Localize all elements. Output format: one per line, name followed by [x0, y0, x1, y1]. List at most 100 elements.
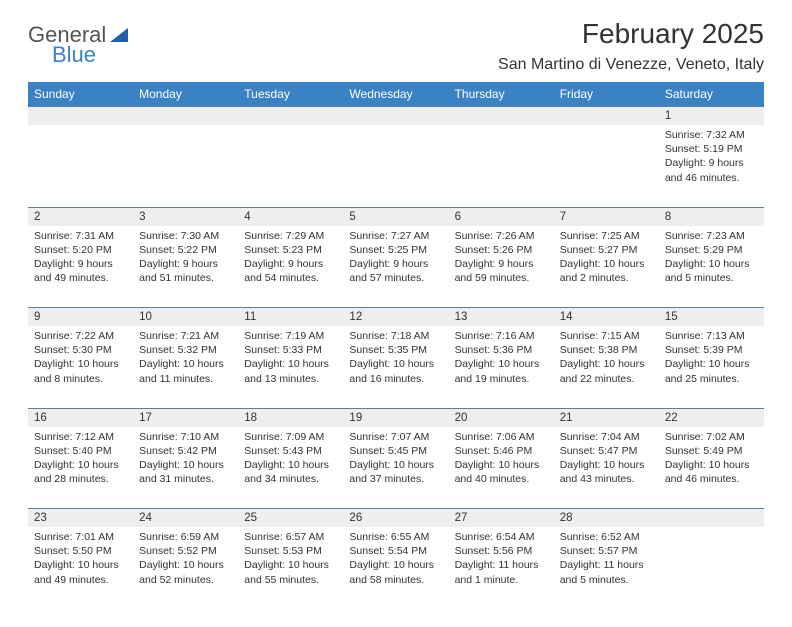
day-number-cell: [238, 107, 343, 126]
daylight-text: Daylight: 9 hours and 46 minutes.: [665, 156, 758, 184]
weekday-row: Sunday Monday Tuesday Wednesday Thursday…: [28, 82, 764, 107]
daynum-row: 1: [28, 107, 764, 126]
content-row: Sunrise: 7:32 AMSunset: 5:19 PMDaylight:…: [28, 125, 764, 207]
sunrise-text: Sunrise: 7:27 AM: [349, 229, 442, 243]
logo-text: General Blue: [28, 24, 106, 66]
sunrise-text: Sunrise: 6:52 AM: [560, 530, 653, 544]
day-content-cell: [554, 125, 659, 207]
sunrise-text: Sunrise: 7:30 AM: [139, 229, 232, 243]
weekday-header: Monday: [133, 82, 238, 107]
day-number-cell: 14: [554, 308, 659, 327]
day-number-cell: 11: [238, 308, 343, 327]
day-number-cell: 7: [554, 207, 659, 226]
content-row: Sunrise: 7:22 AMSunset: 5:30 PM Daylight:…: [28, 326, 764, 408]
day-content-cell: Sunrise: 7:25 AMSunset: 5:27 PMDaylight:…: [554, 226, 659, 308]
daylight-text: Daylight: 10 hours and 52 minutes.: [139, 558, 232, 586]
day-number-cell: 5: [343, 207, 448, 226]
day-number-cell: 3: [133, 207, 238, 226]
sunrise-text: Sunrise: 7:16 AM: [455, 329, 548, 343]
day-content-cell: Sunrise: 7:26 AMSunset: 5:26 PMDaylight:…: [449, 226, 554, 308]
daylight-text: Daylight: 10 hours and 11 minutes.: [139, 357, 232, 385]
weekday-header: Wednesday: [343, 82, 448, 107]
sunrise-text: Sunrise: 7:31 AM: [34, 229, 127, 243]
daylight-text: Daylight: 10 hours and 34 minutes.: [244, 458, 337, 486]
sunset-text: Sunset: 5:25 PM: [349, 243, 442, 257]
day-number-cell: 27: [449, 509, 554, 528]
daylight-text: Daylight: 10 hours and 58 minutes.: [349, 558, 442, 586]
content-row: Sunrise: 7:01 AMSunset: 5:50 PMDaylight:…: [28, 527, 764, 609]
daylight-text: Daylight: 9 hours and 49 minutes.: [34, 257, 127, 285]
sunrise-text: Sunrise: 7:21 AM: [139, 329, 232, 343]
day-content-cell: Sunrise: 7:02 AMSunset: 5:49 PMDaylight:…: [659, 427, 764, 509]
day-content-cell: Sunrise: 6:54 AMSunset: 5:56 PMDaylight:…: [449, 527, 554, 609]
day-number-cell: 17: [133, 408, 238, 427]
daylight-text: Daylight: 10 hours and 49 minutes.: [34, 558, 127, 586]
sunset-text: Sunset: 5:54 PM: [349, 544, 442, 558]
day-number-cell: [659, 509, 764, 528]
sunrise-text: Sunrise: 7:19 AM: [244, 329, 337, 343]
sunset-text: Sunset: 5:35 PM: [349, 343, 442, 357]
logo: General Blue: [28, 18, 128, 66]
sunset-text: Sunset: 5:26 PM: [455, 243, 548, 257]
daynum-row: 16171819202122: [28, 408, 764, 427]
day-content-cell: Sunrise: 6:59 AMSunset: 5:52 PMDaylight:…: [133, 527, 238, 609]
sunset-text: Sunset: 5:20 PM: [34, 243, 127, 257]
day-content-cell: Sunrise: 7:12 AMSunset: 5:40 PMDaylight:…: [28, 427, 133, 509]
sunset-text: Sunset: 5:27 PM: [560, 243, 653, 257]
daylight-text: Daylight: 10 hours and 19 minutes.: [455, 357, 548, 385]
day-number-cell: [133, 107, 238, 126]
day-number-cell: 28: [554, 509, 659, 528]
daynum-row: 9101112131415: [28, 308, 764, 327]
sunset-text: Sunset: 5:23 PM: [244, 243, 337, 257]
day-number-cell: 18: [238, 408, 343, 427]
day-number-cell: 16: [28, 408, 133, 427]
sunset-text: Sunset: 5:30 PM: [34, 343, 127, 357]
sunset-text: Sunset: 5:33 PM: [244, 343, 337, 357]
daylight-text: Daylight: 9 hours and 57 minutes.: [349, 257, 442, 285]
day-content-cell: Sunrise: 6:55 AMSunset: 5:54 PMDaylight:…: [343, 527, 448, 609]
day-content-cell: Sunrise: 7:07 AMSunset: 5:45 PMDaylight:…: [343, 427, 448, 509]
day-content-cell: Sunrise: 7:22 AMSunset: 5:30 PMDaylight:…: [28, 326, 133, 408]
content-row: Sunrise: 7:31 AMSunset: 5:20 PMDaylight:…: [28, 226, 764, 308]
day-number-cell: 2: [28, 207, 133, 226]
daylight-text: Daylight: 10 hours and 40 minutes.: [455, 458, 548, 486]
logo-triangle-icon: [110, 28, 128, 42]
sunrise-text: Sunrise: 7:29 AM: [244, 229, 337, 243]
day-content-cell: Sunrise: 7:30 AMSunset: 5:22 PMDaylight:…: [133, 226, 238, 308]
day-content-cell: Sunrise: 7:06 AMSunset: 5:46 PMDaylight:…: [449, 427, 554, 509]
logo-line2: Blue: [52, 44, 106, 66]
daylight-text: Daylight: 10 hours and 16 minutes.: [349, 357, 442, 385]
daylight-text: Daylight: 10 hours and 43 minutes.: [560, 458, 653, 486]
sunrise-text: Sunrise: 7:22 AM: [34, 329, 127, 343]
daylight-text: Daylight: 10 hours and 5 minutes.: [665, 257, 758, 285]
day-content-cell: [133, 125, 238, 207]
day-content-cell: Sunrise: 7:15 AMSunset: 5:38 PMDaylight:…: [554, 326, 659, 408]
day-content-cell: Sunrise: 7:04 AMSunset: 5:47 PMDaylight:…: [554, 427, 659, 509]
sunrise-text: Sunrise: 7:02 AM: [665, 430, 758, 444]
sunset-text: Sunset: 5:42 PM: [139, 444, 232, 458]
day-content-cell: [449, 125, 554, 207]
day-number-cell: 12: [343, 308, 448, 327]
sunset-text: Sunset: 5:45 PM: [349, 444, 442, 458]
day-content-cell: Sunrise: 7:18 AMSunset: 5:35 PMDaylight:…: [343, 326, 448, 408]
day-number-cell: 22: [659, 408, 764, 427]
sunrise-text: Sunrise: 7:25 AM: [560, 229, 653, 243]
location: San Martino di Venezze, Veneto, Italy: [498, 56, 764, 74]
day-content-cell: [238, 125, 343, 207]
day-number-cell: 9: [28, 308, 133, 327]
day-content-cell: [343, 125, 448, 207]
sunset-text: Sunset: 5:56 PM: [455, 544, 548, 558]
weekday-header: Thursday: [449, 82, 554, 107]
day-content-cell: Sunrise: 7:21 AMSunset: 5:32 PMDaylight:…: [133, 326, 238, 408]
sunset-text: Sunset: 5:53 PM: [244, 544, 337, 558]
daylight-text: Daylight: 9 hours and 59 minutes.: [455, 257, 548, 285]
sunrise-text: Sunrise: 7:12 AM: [34, 430, 127, 444]
daylight-text: Daylight: 10 hours and 28 minutes.: [34, 458, 127, 486]
calendar-page: General Blue February 2025 San Martino d…: [0, 0, 792, 627]
sunrise-text: Sunrise: 7:32 AM: [665, 128, 758, 142]
sunset-text: Sunset: 5:29 PM: [665, 243, 758, 257]
title-block: February 2025 San Martino di Venezze, Ve…: [498, 18, 764, 74]
day-number-cell: 19: [343, 408, 448, 427]
sunset-text: Sunset: 5:19 PM: [665, 142, 758, 156]
sunset-text: Sunset: 5:52 PM: [139, 544, 232, 558]
